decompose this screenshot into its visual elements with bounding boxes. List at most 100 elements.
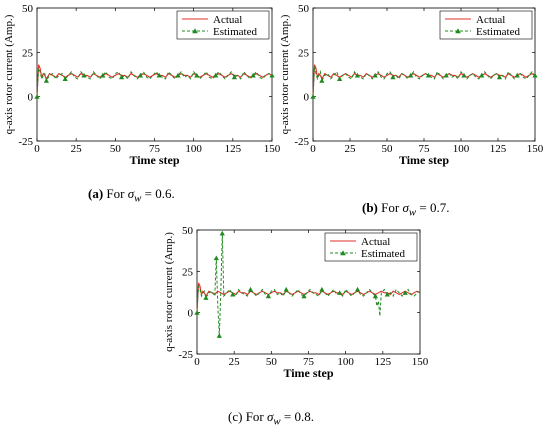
x-tick-label: 0 xyxy=(194,356,200,368)
estimated-marker xyxy=(283,286,289,292)
legend-label-actual: Actual xyxy=(361,236,390,248)
estimated-marker xyxy=(354,72,360,78)
estimated-marker xyxy=(81,72,87,78)
y-tick-label: 25 xyxy=(22,47,34,59)
estimated-marker xyxy=(213,255,219,261)
caption-a: (a) For σw = 0.6. xyxy=(88,186,175,205)
y-tick-label: 0 xyxy=(188,308,194,320)
caption-a-eq: = 0.6. xyxy=(144,186,175,201)
y-tick-label: 25 xyxy=(182,266,194,278)
x-tick-label: 25 xyxy=(71,143,83,155)
caption-a-label: (a) xyxy=(88,186,104,201)
x-tick-label: 125 xyxy=(490,143,507,155)
estimated-marker xyxy=(337,290,343,295)
caption-c-text: For xyxy=(245,409,264,424)
series-line-estimated xyxy=(196,233,421,336)
estimated-marker xyxy=(247,286,254,292)
x-tick-label: 100 xyxy=(453,143,470,155)
x-tick-label: 50 xyxy=(382,143,394,155)
x-tick-label: 25 xyxy=(229,356,241,368)
caption-c-label: (c) xyxy=(228,409,243,424)
caption-b-sub: w xyxy=(408,206,417,219)
estimated-marker xyxy=(137,72,143,78)
series-line-estimated xyxy=(312,66,536,97)
caption-b-label: (b) xyxy=(362,200,378,215)
estimated-marker xyxy=(231,74,237,80)
estimated-marker xyxy=(319,286,325,292)
estimated-marker xyxy=(372,72,378,78)
estimated-marker xyxy=(408,72,414,78)
x-tick-label: 150 xyxy=(527,143,544,155)
estimated-marker xyxy=(34,94,40,99)
y-tick-label: -25 xyxy=(178,349,193,361)
x-tick-label: 50 xyxy=(110,143,122,155)
y-tick-label: 50 xyxy=(182,225,194,237)
legend-label-actual: Actual xyxy=(476,14,505,26)
x-tick-label: 150 xyxy=(264,143,281,155)
y-tick-label: -25 xyxy=(18,136,33,148)
y-tick-label: -25 xyxy=(294,136,309,148)
estimated-marker xyxy=(461,72,467,78)
estimated-marker xyxy=(319,78,325,83)
legend-marker-triangle xyxy=(455,28,461,34)
estimated-marker xyxy=(216,333,222,338)
estimated-marker xyxy=(265,293,271,299)
x-tick-label: 100 xyxy=(337,356,354,368)
estimated-marker xyxy=(337,76,343,82)
caption-c: (c) For σw = 0.8. xyxy=(228,409,314,428)
legend-marker-triangle xyxy=(340,250,346,256)
estimated-marker xyxy=(194,310,200,315)
caption-a-sub: w xyxy=(134,192,142,205)
legend-box xyxy=(176,10,270,40)
y-tick-label: 0 xyxy=(304,92,310,104)
y-axis-label: q-axis rotor current (Amp.) xyxy=(279,14,291,134)
estimated-marker xyxy=(532,72,538,78)
legend-label-estimated: Estimated xyxy=(213,26,257,38)
caption-b-sigma: σ xyxy=(402,200,409,215)
x-tick-label: 125 xyxy=(225,143,242,155)
x-tick-label: 25 xyxy=(345,143,357,155)
caption-a-sigma: σ xyxy=(127,186,135,201)
x-tick-label: 0 xyxy=(310,143,316,155)
x-tick-label: 75 xyxy=(149,143,161,155)
x-tick-label: 0 xyxy=(34,143,40,155)
estimated-marker xyxy=(479,72,485,78)
caption-a-text: For xyxy=(106,186,125,201)
y-tick-label: 25 xyxy=(298,47,310,59)
x-tick-label: 100 xyxy=(185,143,202,155)
legend-box xyxy=(439,10,533,40)
estimated-marker xyxy=(310,94,316,99)
estimated-marker xyxy=(219,230,225,236)
x-tick-label: 75 xyxy=(303,356,315,368)
x-tick-label: 50 xyxy=(266,356,278,368)
x-tick-label: 75 xyxy=(419,143,431,155)
legend-box xyxy=(324,232,418,262)
y-tick-label: 50 xyxy=(298,3,310,15)
caption-b-eq: = 0.7. xyxy=(419,200,450,215)
series-line-actual xyxy=(36,64,273,97)
legend-label-estimated: Estimated xyxy=(361,248,405,260)
estimated-marker xyxy=(213,72,219,78)
estimated-marker xyxy=(119,74,125,80)
caption-c-sigma: σ xyxy=(267,409,274,424)
x-axis-label: Time step xyxy=(129,153,179,167)
caption-c-sub: w xyxy=(273,415,281,428)
y-axis-label: q-axis rotor current (Amp.) xyxy=(3,14,15,134)
estimated-marker xyxy=(250,72,256,78)
estimated-marker xyxy=(384,291,390,297)
estimated-marker xyxy=(194,72,200,78)
series-line-actual xyxy=(312,64,536,97)
estimated-marker xyxy=(443,72,449,78)
caption-b: (b) For σw = 0.7. xyxy=(362,200,449,219)
estimated-marker xyxy=(175,72,181,78)
estimated-marker xyxy=(100,72,106,78)
x-tick-label: 150 xyxy=(412,356,429,368)
estimated-marker xyxy=(425,72,432,78)
